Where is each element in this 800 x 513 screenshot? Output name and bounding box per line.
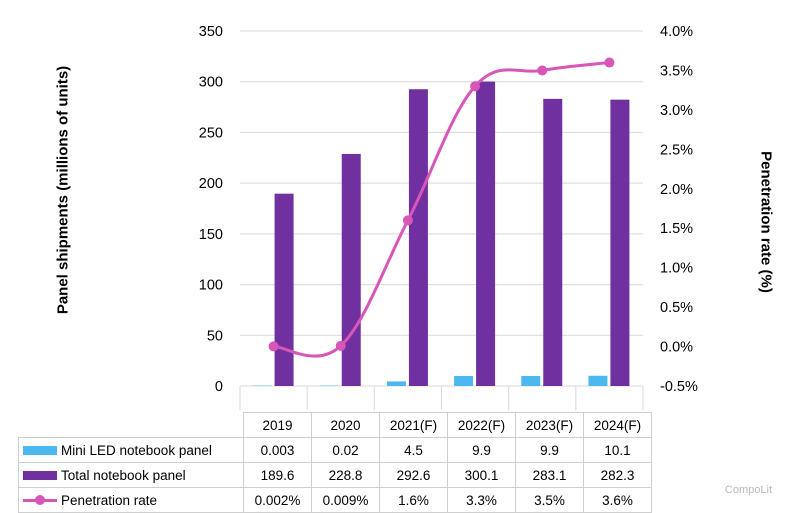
data-label: 228.8	[312, 463, 380, 488]
mini-led-bar	[454, 376, 473, 386]
data-label: 0.009%	[312, 488, 380, 513]
right-tick-label: 2.0%	[660, 182, 693, 198]
penetration-line	[269, 58, 615, 356]
left-tick-label: 150	[199, 227, 223, 243]
penetration-point	[336, 341, 346, 351]
left-tick-label: 0	[215, 379, 223, 395]
data-label: 3.5%	[516, 488, 584, 513]
y-axis-right-label: Penetration rate (%)	[758, 151, 775, 293]
series-name: Mini LED notebook panel	[61, 443, 212, 458]
total-notebook-bar	[342, 154, 361, 386]
left-tick-label: 200	[199, 176, 223, 192]
total-notebook-bar	[610, 100, 629, 386]
data-label: 0.02	[312, 438, 380, 463]
watermark: CompoLit	[725, 484, 772, 496]
total-swatch	[23, 471, 57, 480]
table-corner	[19, 413, 244, 438]
total-notebook-bar	[275, 194, 294, 386]
penetration-point	[470, 81, 480, 91]
category-label: 2024(F)	[584, 413, 652, 438]
data-label: 189.6	[244, 463, 312, 488]
right-tick-label: 3.5%	[660, 63, 693, 79]
category-label: 2021(F)	[380, 413, 448, 438]
left-tick-label: 350	[199, 24, 223, 40]
category-label: 2019	[244, 413, 312, 438]
data-label: 282.3	[584, 463, 652, 488]
data-label: 0.003	[244, 438, 312, 463]
mini-led-swatch	[23, 446, 57, 455]
total-notebook-bar	[543, 99, 562, 386]
left-tick-label: 250	[199, 125, 223, 141]
data-label: 9.9	[516, 438, 584, 463]
right-tick-label: 0.5%	[660, 300, 693, 316]
right-tick-label: 4.0%	[660, 24, 693, 40]
right-tick-label: 2.5%	[660, 142, 693, 158]
total-notebook-bar	[476, 82, 495, 386]
right-tick-label: -0.5%	[660, 379, 698, 395]
mini-led-bar	[387, 381, 406, 386]
category-row: 2019 2020 2021(F) 2022(F) 2023(F) 2024(F…	[19, 413, 652, 438]
chart-plot-area: 0 50 100 150 200 250 300 350 -0.5% 0.0% 0.5% 1.0% 1…	[0, 0, 800, 412]
penetration-point	[269, 341, 279, 351]
data-label: 283.1	[516, 463, 584, 488]
mini-led-bar	[521, 376, 540, 386]
right-tick-label: 1.0%	[660, 261, 693, 277]
table-row-mini-led: Mini LED notebook panel 0.003 0.02 4.5 9…	[19, 438, 652, 463]
right-tick-label: 1.5%	[660, 221, 693, 237]
category-label: 2022(F)	[448, 413, 516, 438]
legend-mini-led: Mini LED notebook panel	[19, 438, 244, 463]
category-label: 2023(F)	[516, 413, 584, 438]
penetration-point	[604, 58, 614, 68]
data-label: 0.002%	[244, 488, 312, 513]
legend-penetration: Penetration rate	[19, 488, 244, 513]
table-row-total: Total notebook panel 189.6 228.8 292.6 3…	[19, 463, 652, 488]
data-label: 292.6	[380, 463, 448, 488]
right-tick-label: 0.0%	[660, 340, 693, 356]
left-axis-ticks: 0 50 100 150 200 250 300 350	[199, 24, 223, 395]
data-table: 2019 2020 2021(F) 2022(F) 2023(F) 2024(F…	[18, 412, 652, 513]
total-notebook-bar	[409, 89, 428, 386]
data-label: 4.5	[380, 438, 448, 463]
mini-led-bar	[588, 376, 607, 386]
left-tick-label: 50	[207, 328, 223, 344]
left-tick-label: 300	[199, 75, 223, 91]
series-name: Total notebook panel	[61, 468, 186, 483]
left-tick-label: 100	[199, 278, 223, 294]
right-axis-ticks: -0.5% 0.0% 0.5% 1.0% 1.5% 2.0% 2.5% 3.0% 3.5% 4.0…	[660, 24, 698, 395]
category-label: 2020	[312, 413, 380, 438]
penetration-swatch	[23, 495, 57, 505]
right-tick-label: 3.0%	[660, 103, 693, 119]
data-label: 1.6%	[380, 488, 448, 513]
data-label: 9.9	[448, 438, 516, 463]
legend-total: Total notebook panel	[19, 463, 244, 488]
data-label: 300.1	[448, 463, 516, 488]
data-label: 3.3%	[448, 488, 516, 513]
data-label: 10.1	[584, 438, 652, 463]
table-row-penetration: Penetration rate 0.002% 0.009% 1.6% 3.3%…	[19, 488, 652, 513]
penetration-point	[403, 215, 413, 225]
series-name: Penetration rate	[61, 493, 157, 508]
y-axis-left-label: Panel shipments (millions of units)	[55, 66, 72, 314]
penetration-point	[537, 65, 547, 75]
data-label: 3.6%	[584, 488, 652, 513]
